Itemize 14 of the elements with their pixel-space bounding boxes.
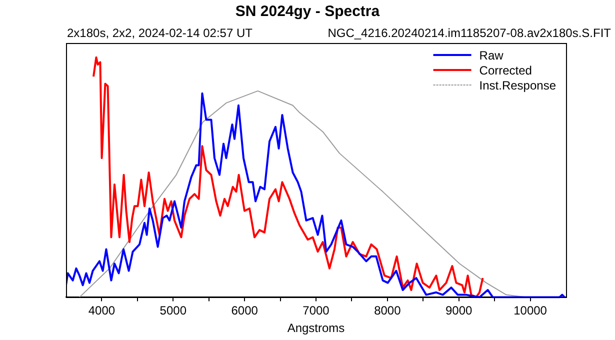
legend-label: Inst.Response (479, 78, 556, 92)
chart-subtitle: 2x180s, 2x2, 2024-02-14 02:57 UT (67, 26, 252, 40)
x-tick-label: 8000 (374, 304, 402, 318)
x-tick-label: 5000 (160, 304, 187, 318)
x-tick-label: 6000 (231, 304, 258, 318)
x-axis-title: Angstroms (287, 321, 345, 336)
x-tick-label: 7000 (302, 304, 330, 318)
legend-label: Corrected (479, 63, 532, 78)
legend-label: Raw (479, 48, 504, 62)
x-tick-label: 10000 (514, 304, 548, 318)
x-tick-label: 4000 (88, 304, 116, 318)
chart-title: SN 2024gy - Spectra (234, 3, 381, 20)
x-tick-label: 9000 (446, 304, 473, 318)
text: NGC_4216.20240214.im1185207-08.av2x180s.S.FIT (328, 26, 611, 40)
